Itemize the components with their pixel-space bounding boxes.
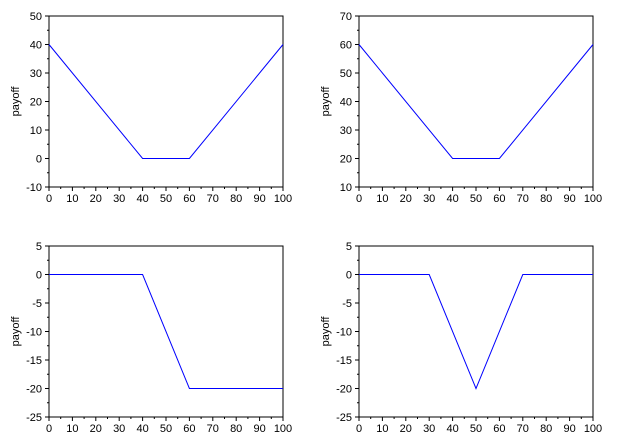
x-tick-label: 50 [160,193,172,205]
x-tick-label: 90 [563,193,575,205]
y-tick-label: 40 [340,97,352,109]
y-tick-label: -5 [342,298,352,310]
plot-frame [358,15,594,188]
x-tick-label: 10 [376,193,388,205]
y-tick-label: 40 [30,40,42,52]
x-tick-label: 10 [376,423,388,435]
chart-panel-3: 0 10 20 30 40 50 60 70 80 90 100 -25 -20 -15 -10 -5 0 5 pa… [10,241,292,435]
y-axis-label: payoff [10,316,22,347]
y-tick-label: 10 [340,182,352,194]
y-tick-label: 60 [340,40,352,52]
x-tick-label: 70 [207,193,219,205]
y-tick-label: 30 [340,125,352,137]
x-tick-label: 10 [66,193,78,205]
payoff-line [359,274,593,390]
x-tick-label: 70 [517,193,529,205]
x-tick-label: 20 [90,193,102,205]
x-tick-label: 0 [46,423,52,435]
plot-frame [48,15,284,188]
y-tick-label: -5 [32,298,42,310]
y-tick-label: 70 [340,11,352,23]
x-tick-label: 20 [400,423,412,435]
chart-panel-1: 0 10 20 30 40 50 60 70 80 90 100 -10 0 10 20 30 40 50 payo… [10,11,292,205]
x-tick-label: 60 [183,423,195,435]
x-tick-label: 100 [584,423,602,435]
y-tick-label: -25 [336,412,352,424]
x-tick-label: 30 [113,193,125,205]
x-tick-label: 30 [113,423,125,435]
x-tick-label: 70 [207,423,219,435]
x-tick-label: 90 [563,423,575,435]
x-tick-label: 20 [90,423,102,435]
y-tick-label: 0 [36,154,42,166]
x-tick-label: 80 [540,193,552,205]
payoff-line [48,44,284,159]
y-tick-label: 30 [30,68,42,80]
x-tick-label: 80 [230,193,242,205]
x-tick-label: 30 [423,193,435,205]
y-tick-label: -10 [26,327,42,339]
x-tick-label: 90 [253,193,265,205]
x-tick-label: 0 [356,423,362,435]
x-tick-label: 60 [493,423,505,435]
y-tick-label: 10 [30,125,42,137]
x-tick-label: 80 [230,423,242,435]
x-tick-label: 40 [136,423,148,435]
x-tick-label: 40 [446,193,458,205]
x-tick-label: 0 [356,193,362,205]
y-tick-label: -20 [26,384,42,396]
y-tick-label: 20 [340,154,352,166]
y-tick-label: 50 [30,11,42,23]
chart-panel-2: 0 10 20 30 40 50 60 70 80 90 100 10 20 30 40 50 60 70 payo… [320,11,602,205]
x-tick-label: 20 [400,193,412,205]
x-tick-label: 30 [423,423,435,435]
y-tick-label: 5 [346,241,352,253]
x-tick-label: 10 [66,423,78,435]
x-tick-label: 60 [493,193,505,205]
x-tick-label: 0 [46,193,52,205]
y-axis-label: payoff [10,86,22,117]
x-tick-label: 80 [540,423,552,435]
plot-frame [358,245,594,418]
y-tick-label: 20 [30,97,42,109]
payoff-line [358,44,594,159]
payoff-line [49,274,283,389]
x-tick-label: 100 [274,423,292,435]
chart-panel-4: 0 10 20 30 40 50 60 70 80 90 100 -25 -20 -15 -10 -5 0 5 pa… [320,241,602,435]
x-tick-label: 50 [470,193,482,205]
x-tick-label: 90 [253,423,265,435]
x-tick-label: 40 [136,193,148,205]
y-axis-label: payoff [320,316,332,347]
x-tick-label: 40 [446,423,458,435]
x-tick-label: 70 [517,423,529,435]
y-tick-label: -10 [336,327,352,339]
y-tick-label: -25 [26,412,42,424]
x-tick-label: 50 [160,423,172,435]
x-tick-label: 100 [274,193,292,205]
x-tick-label: 100 [584,193,602,205]
y-tick-label: 5 [36,241,42,253]
y-tick-label: 0 [346,270,352,282]
y-tick-label: -10 [26,182,42,194]
x-tick-label: 60 [183,193,195,205]
x-tick-label: 50 [470,423,482,435]
y-tick-label: -15 [336,355,352,367]
y-tick-label: 50 [340,68,352,80]
y-axis-label: payoff [320,86,332,117]
y-tick-label: -15 [26,355,42,367]
y-tick-label: -20 [336,384,352,396]
y-tick-label: 0 [36,270,42,282]
